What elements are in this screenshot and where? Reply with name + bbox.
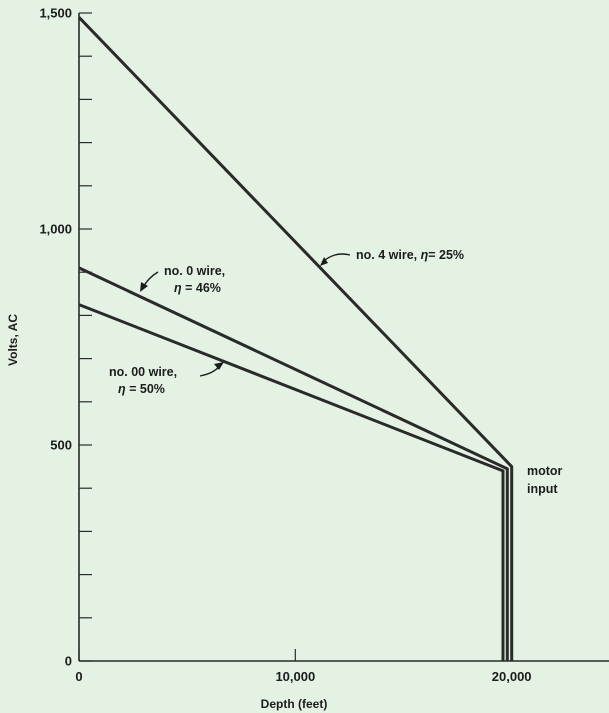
annotation-no4-wire: no. 4 wire, η= 25% [356, 248, 464, 262]
annotation-no4-value: = 25% [428, 248, 464, 262]
series-line-no4-wire [77, 16, 514, 661]
annotation-no00-eta: η [118, 382, 126, 396]
ticks: 0 500 1,000 1,500 0 10,000 20,000 [39, 6, 531, 685]
axes [78, 13, 609, 662]
annotation-no4-eta: η [421, 248, 429, 262]
annotation-no00-wire-line2: η = 50% [118, 382, 165, 396]
annotation-no0-wire-line2: η = 46% [174, 281, 221, 295]
y-axis-title: Volts, AC [6, 314, 20, 366]
annotation-no0-eta: η [174, 281, 182, 295]
y-tick-label: 1,000 [39, 222, 72, 237]
x-tick-label: 10,000 [275, 669, 315, 684]
x-tick-label: 20,000 [492, 669, 532, 684]
series-group [77, 16, 514, 661]
annotation-no00-value: = 50% [126, 382, 165, 396]
annotation-no0-value: = 46% [182, 281, 221, 295]
y-tick-label: 1,500 [39, 6, 72, 21]
annotation-motor-input-line2: input [527, 482, 558, 496]
annotation-motor-input-line1: motor [527, 464, 563, 478]
annotation-no00-wire-line1: no. 00 wire, [109, 365, 177, 379]
x-tick-label: 0 [75, 669, 82, 684]
annotation-no4-wire-text: no. 4 wire, [356, 248, 421, 262]
x-axis-title: Depth (feet) [261, 697, 328, 711]
arrowhead-no4 [320, 257, 328, 266]
arrowhead-no0 [140, 282, 148, 292]
series-line-no00-wire [78, 303, 505, 661]
annotation-no0-wire-line1: no. 0 wire, [164, 264, 225, 278]
y-tick-label: 500 [50, 438, 72, 453]
arrowhead-no00 [214, 362, 224, 370]
series-line-no0-wire [78, 266, 509, 661]
y-tick-label: 0 [65, 654, 72, 669]
